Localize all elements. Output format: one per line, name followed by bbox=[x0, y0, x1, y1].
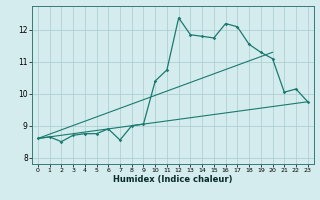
X-axis label: Humidex (Indice chaleur): Humidex (Indice chaleur) bbox=[113, 175, 233, 184]
